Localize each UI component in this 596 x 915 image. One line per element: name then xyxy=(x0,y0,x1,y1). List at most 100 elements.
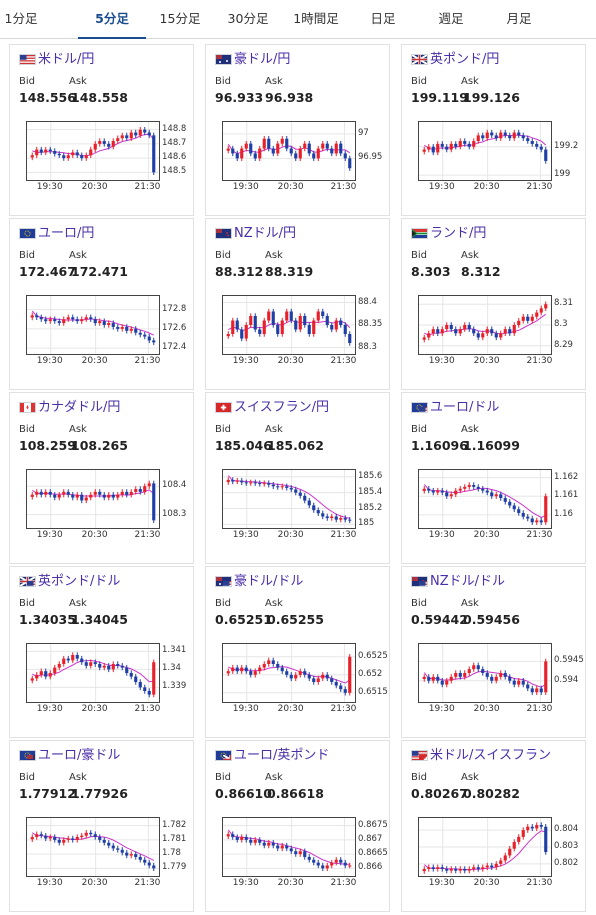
y-tick-label: 1.78 xyxy=(162,848,181,859)
candle-body xyxy=(30,494,34,497)
candle-body xyxy=(138,332,142,335)
rate-card[interactable]: 英ポンド/ドル Bid Ask 1.34035 1.34045 1.341 1.34 1.33… xyxy=(9,566,194,738)
tab-6[interactable]: 日足 xyxy=(370,11,396,26)
currency-pair-title[interactable]: ランド/円 xyxy=(430,226,487,241)
currency-pair-title[interactable]: 英ポンド/円 xyxy=(430,52,500,67)
candle-body xyxy=(303,851,307,857)
currency-pair-title[interactable]: ユーロ/英ポンド xyxy=(234,748,330,763)
candlestick-svg xyxy=(223,122,355,180)
tab-4[interactable]: 30分足 xyxy=(227,11,269,26)
rate-card[interactable]: ユーロ/ドル Bid Ask 1.16096 1.16099 1.162 1.161 1.16… xyxy=(401,392,586,564)
candle-body xyxy=(253,153,257,159)
bid-value: 0.65251 xyxy=(215,612,272,627)
price-chart: 148.8 148.7 148.6 148.5 19:30 20:30 21:30 xyxy=(20,111,188,195)
rate-card[interactable]: ランド/円 Bid Ask 8.303 8.312 8.31 8.3 8.29 19:30 20:… xyxy=(401,218,586,390)
tab-2[interactable]: 5分足 xyxy=(78,0,146,39)
ask-value: 0.80282 xyxy=(463,786,520,801)
y-tick-label: 88.4 xyxy=(358,296,377,307)
currency-pair-title[interactable]: 米ドル/円 xyxy=(38,52,95,67)
candle-body xyxy=(285,486,289,488)
rate-card[interactable]: NZドル/円 Bid Ask 88.312 88.319 88.4 88.35 88.3 19:… xyxy=(205,218,390,390)
currency-pair-title[interactable]: 豪ドル/ドル xyxy=(234,574,304,589)
rate-card[interactable]: NZドル/ドル Bid Ask 0.59442 0.59456 0.5945 0.594 19… xyxy=(401,566,586,738)
y-tick-label: 148.7 xyxy=(162,137,187,148)
tab-3[interactable]: 15分足 xyxy=(159,11,201,26)
candle-body xyxy=(472,867,476,869)
candle-body xyxy=(134,489,138,492)
candle-body xyxy=(294,489,298,493)
candle-body xyxy=(544,304,548,309)
currency-pair-title[interactable]: 豪ドル/円 xyxy=(234,52,291,67)
tab-1[interactable]: 1分足 xyxy=(4,11,38,26)
candle-body xyxy=(244,667,248,672)
candle-body xyxy=(285,311,289,321)
x-tick-label: 19:30 xyxy=(36,182,63,192)
moving-average-line xyxy=(424,134,547,151)
candle-body xyxy=(458,329,462,334)
card-header: 英ポンド/ドル xyxy=(10,567,193,591)
currency-pair-title[interactable]: スイスフラン/円 xyxy=(234,400,329,415)
candle-body xyxy=(120,849,124,853)
moving-average-line xyxy=(228,319,351,332)
price-chart: 1.162 1.161 1.16 19:30 20:30 21:30 xyxy=(412,459,580,543)
price-chart: 1.782 1.781 1.78 1.779 19:30 20:30 21:30 xyxy=(20,807,188,891)
y-tick-label: 1.161 xyxy=(554,490,579,501)
candle-body xyxy=(512,132,516,139)
rate-card[interactable]: 米ドル/スイスフラン Bid Ask 0.80267 0.80282 0.804 0.803… xyxy=(401,740,586,912)
candle-body xyxy=(102,141,106,144)
candlestick-svg xyxy=(27,818,159,876)
currency-pair-title[interactable]: ユーロ/ドル xyxy=(430,400,500,415)
candle-body xyxy=(463,486,467,489)
y-tick-label: 88.3 xyxy=(358,341,377,352)
rate-card[interactable]: 英ポンド/円 Bid Ask 199.119 199.126 199.2 199 19:30 2… xyxy=(401,44,586,216)
rate-card[interactable]: ユーロ/豪ドル Bid Ask 1.77912 1.77926 1.782 1.781 1.7… xyxy=(9,740,194,912)
candle-body xyxy=(93,491,97,495)
candle-body xyxy=(427,676,431,681)
candle-body xyxy=(427,146,431,150)
currency-pair-title[interactable]: NZドル/円 xyxy=(234,226,297,241)
currency-pair-title[interactable]: NZドル/ドル xyxy=(430,574,506,589)
candle-body xyxy=(436,867,440,869)
rate-card[interactable]: ユーロ/円 Bid Ask 172.467 172.471 172.8 172.6 172.4… xyxy=(9,218,194,390)
rate-card[interactable]: 豪ドル/円 Bid Ask 96.933 96.938 97 96.95 19:30 20:30… xyxy=(205,44,390,216)
currency-pair-title[interactable]: 英ポンド/ドル xyxy=(38,574,121,589)
candle-body xyxy=(427,333,431,338)
y-tick-label: 8.29 xyxy=(554,339,573,350)
candle-body xyxy=(339,143,343,154)
candle-body xyxy=(330,862,334,866)
candle-body xyxy=(120,491,124,495)
candle-body xyxy=(494,863,498,868)
currency-pair-title[interactable]: ユーロ/豪ドル xyxy=(38,748,121,763)
rate-card[interactable]: カナダドル/円 Bid Ask 108.259 108.265 108.4 108.3 19:… xyxy=(9,392,194,564)
x-tick-label: 19:30 xyxy=(36,356,63,366)
tab-8[interactable]: 月足 xyxy=(506,11,532,26)
rate-card[interactable]: スイスフラン/円 Bid Ask 185.046 185.062 185.6 185.4 18… xyxy=(205,392,390,564)
card-header: 米ドル/円 xyxy=(10,45,193,69)
candle-body xyxy=(138,129,142,136)
candle-body xyxy=(235,480,239,482)
candle-body xyxy=(62,319,66,324)
currency-pair-title[interactable]: 米ドル/スイスフラン xyxy=(430,748,551,763)
candle-body xyxy=(321,674,325,679)
candle-body xyxy=(517,680,521,685)
currency-pair-title[interactable]: ユーロ/円 xyxy=(38,226,95,241)
candle-body xyxy=(445,680,449,685)
tab-5[interactable]: 1時間足 xyxy=(293,11,339,26)
rate-card[interactable]: 豪ドル/ドル Bid Ask 0.65251 0.65255 0.6525 0.652 0.6… xyxy=(205,566,390,738)
x-tick-label: 20:30 xyxy=(277,356,304,366)
candle-body xyxy=(481,669,485,673)
rate-card[interactable]: ユーロ/英ポンド Bid Ask 0.86610 0.86618 0.8675 0.867 0… xyxy=(205,740,390,912)
candle-body xyxy=(530,316,534,321)
candle-body xyxy=(44,835,48,839)
rate-card[interactable]: 米ドル/円 Bid Ask 148.556 148.558 148.8 148.7 148.6… xyxy=(9,44,194,216)
currency-pair-title[interactable]: カナダドル/円 xyxy=(38,400,121,415)
ask-value: 0.65255 xyxy=(267,612,324,627)
candle-body xyxy=(276,845,280,849)
moving-average-line xyxy=(32,133,155,157)
plot-area xyxy=(26,643,160,703)
bid-value: 185.046 xyxy=(215,438,272,453)
candle-body xyxy=(544,661,548,693)
candle-body xyxy=(454,673,458,677)
tab-7[interactable]: 週足 xyxy=(438,11,464,26)
candle-body xyxy=(111,494,115,498)
